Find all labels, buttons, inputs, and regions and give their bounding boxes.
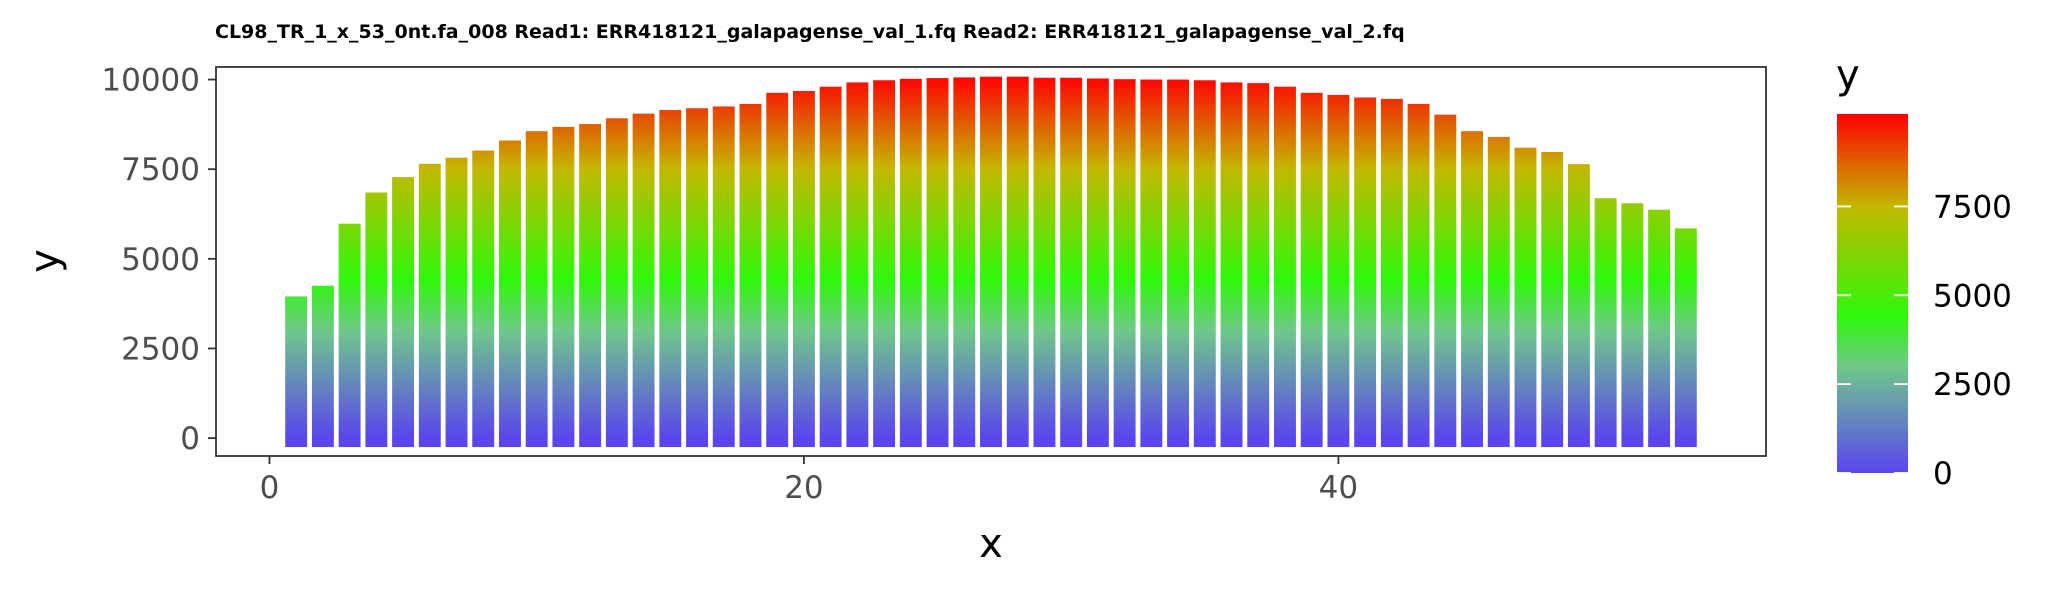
bar	[1648, 209, 1671, 448]
y-axis-title: y	[22, 249, 68, 273]
bar	[1113, 79, 1136, 448]
bar	[739, 103, 762, 448]
bar	[819, 86, 842, 448]
bar	[1060, 77, 1083, 448]
bar	[525, 131, 548, 448]
bar	[365, 192, 388, 448]
bar	[1621, 203, 1644, 448]
y-axis: 0 2500 5000 7500 10000	[101, 63, 216, 457]
x-tick-label: 0	[260, 470, 280, 506]
bar	[445, 157, 468, 448]
y-tick-label: 0	[180, 421, 200, 457]
y-tick-label: 7500	[121, 152, 200, 188]
bar	[1674, 228, 1697, 448]
x-tick-label: 40	[1319, 470, 1358, 506]
bar	[1594, 198, 1617, 448]
legend-title: y	[1836, 52, 1860, 98]
bar	[686, 108, 708, 448]
bar	[712, 106, 735, 448]
y-tick-label: 5000	[121, 242, 200, 278]
plot-panel-border	[215, 66, 1767, 457]
bar	[311, 285, 334, 448]
bar	[1086, 78, 1109, 448]
y-tick-label: 2500	[121, 331, 200, 367]
chart-title: CL98_TR_1_x_53_0nt.fa_008 Read1: ERR4181…	[215, 21, 1405, 43]
x-tick-label: 20	[784, 470, 823, 506]
bar	[926, 78, 949, 448]
bar	[1407, 103, 1430, 448]
bar	[1461, 131, 1483, 448]
bar	[1033, 77, 1056, 448]
bar	[899, 78, 922, 448]
legend-colorbar	[1837, 114, 1908, 473]
bar	[792, 91, 815, 448]
bar	[418, 163, 441, 448]
bar	[1327, 94, 1350, 448]
bar	[1006, 76, 1029, 448]
bar	[659, 110, 682, 448]
bar	[499, 140, 521, 448]
bar	[1487, 136, 1510, 448]
legend-tick-label: 2500	[1933, 367, 2012, 403]
bar	[953, 77, 976, 448]
bar	[1514, 147, 1537, 448]
bar	[552, 126, 575, 448]
bar	[1140, 79, 1163, 448]
bar	[1354, 97, 1377, 448]
bar	[285, 296, 308, 448]
bar	[873, 80, 896, 448]
bar	[1541, 151, 1564, 448]
bar	[392, 177, 415, 448]
bar	[1247, 83, 1270, 448]
x-axis-title: x	[979, 521, 1003, 567]
bar	[1567, 164, 1590, 448]
bar	[472, 150, 495, 448]
bar	[579, 124, 602, 448]
legend-tick-label: 5000	[1933, 278, 2012, 314]
bar	[846, 82, 869, 448]
bar	[632, 113, 655, 448]
bar	[338, 223, 361, 448]
bar	[1193, 80, 1216, 448]
bar	[1220, 82, 1243, 448]
y-tick-label: 10000	[101, 63, 200, 99]
bar	[1274, 86, 1296, 448]
bar	[1434, 114, 1457, 448]
bar	[605, 118, 628, 448]
legend: y 0 2500 5000 7500	[1836, 52, 2012, 492]
bar	[1167, 79, 1190, 448]
bars-group	[285, 76, 1697, 448]
bar	[766, 92, 789, 448]
legend-tick-label: 0	[1933, 456, 1953, 492]
x-axis: 0 20 40	[260, 456, 1358, 506]
bar	[1380, 98, 1403, 448]
legend-tick-label: 7500	[1933, 189, 2012, 225]
bar	[980, 76, 1002, 448]
bar	[1300, 92, 1323, 448]
